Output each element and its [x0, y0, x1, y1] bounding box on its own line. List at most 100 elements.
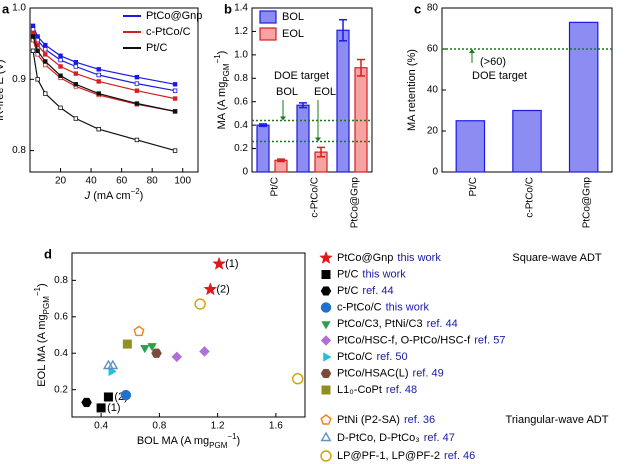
line-series: [32, 50, 176, 152]
error-bar: [317, 146, 325, 158]
panel-label: b: [224, 1, 232, 16]
scatter-point: [103, 392, 113, 402]
y-axis-label-part: ): [36, 283, 48, 287]
legend-source: ref. 49: [413, 367, 444, 379]
scatter-point: [199, 346, 210, 357]
legend-source: ref. 44: [362, 285, 393, 297]
y-tick-label: 0.6: [54, 311, 68, 322]
y-axis-label-part: PGM: [42, 296, 51, 315]
legend-marker: [321, 270, 331, 279]
legend-name: LP@PF-1, LP@PF-2: [337, 450, 440, 462]
x-tick-label: 1.2: [211, 421, 225, 432]
scatter-point: [108, 366, 117, 377]
line-marker: [96, 91, 101, 96]
legend-name: Pt/C: [337, 285, 358, 297]
legend-source: ref. 47: [424, 432, 455, 444]
scatter-point: [122, 339, 132, 349]
line-marker: [172, 88, 178, 93]
scatter-point: [292, 373, 304, 385]
legend-name: PtCo/C3, PtNi/C3: [337, 318, 423, 330]
legend-label: LP@PF-1, LP@PF-2 ref. 46: [337, 450, 475, 462]
y-axis-label-part: ): [216, 51, 228, 55]
x-tick-label: 80: [147, 176, 159, 187]
arrow-head: [469, 49, 475, 53]
bar: [336, 29, 350, 173]
y-tick-label: 0.2: [234, 143, 248, 154]
legend-label: PtCo/C ref. 50: [337, 351, 408, 363]
y-axis-label-part: MA (A mg: [216, 82, 228, 130]
x-axis-label-part: ): [237, 435, 241, 447]
legend-swatch: [259, 27, 277, 41]
legend-marker: [321, 321, 331, 330]
arrow-head: [280, 116, 286, 121]
legend-marker: [320, 450, 332, 462]
y-tick-label: 0.9: [12, 74, 26, 85]
y-tick-label: 80: [427, 3, 439, 14]
legend-marker: [320, 431, 332, 442]
error-bar: [259, 123, 267, 128]
bar: [296, 104, 310, 173]
y-tick-label: 20: [427, 126, 439, 137]
y-axis-label: EOL MA (A mgPGM−1): [33, 283, 51, 386]
x-axis-label-part: PGM: [209, 441, 228, 450]
x-axis-label-part: −2: [131, 187, 141, 196]
line-marker: [134, 101, 140, 106]
legend-name: PtCo/HSC-f, O-PtCo/HSC-f: [337, 334, 471, 346]
legend-name: PtNi (P2-SA): [337, 414, 400, 426]
x-tick-label: 100: [174, 176, 191, 187]
y-tick-label: 0.4: [54, 348, 68, 359]
error-bar: [339, 18, 347, 42]
line-marker: [30, 34, 36, 39]
legend-marker: [320, 286, 332, 296]
legend-label: PtCo/HSAC(L) ref. 49: [337, 367, 444, 379]
line-marker: [172, 109, 178, 114]
y-axis-label-part: PGM: [222, 63, 231, 82]
error-bar: [357, 58, 365, 77]
legend-label: PtCo@Gnp: [146, 10, 202, 22]
arrow-head: [315, 137, 321, 142]
scatter-point: [151, 348, 162, 358]
panel-label: a: [2, 1, 10, 16]
line-marker: [30, 30, 36, 36]
legend-source: this work: [386, 301, 430, 313]
line-marker: [43, 62, 48, 68]
y-tick-label: 1.0: [234, 49, 248, 60]
line-marker: [43, 59, 48, 64]
scatter-point: [107, 359, 119, 370]
scatter-point: [120, 389, 132, 401]
scatter-point: [171, 351, 183, 363]
point-label: (2): [216, 283, 229, 295]
legend-source: ref. 48: [386, 384, 417, 396]
line-marker: [43, 52, 48, 57]
y-tick-label: 60: [427, 44, 439, 55]
plot-frame: [251, 7, 373, 173]
legend-label: c-PtCo/C this work: [337, 301, 430, 313]
legend-marker: [320, 335, 332, 346]
legend-label: PtCo/C3, PtNi/C3 ref. 44: [337, 318, 458, 330]
x-axis-label-part: −1: [227, 432, 237, 441]
legend-name: PtCo/C: [337, 351, 373, 363]
x-axis-label-part: J: [84, 190, 91, 202]
legend-name: L1₀-CoPt: [337, 384, 382, 396]
y-tick-label: 0: [432, 167, 438, 178]
legend-label: BOL: [282, 11, 304, 23]
line-marker: [73, 64, 79, 69]
legend-group-label: Triangular-wave ADT: [506, 414, 609, 426]
x-tick-label: 20: [55, 176, 67, 187]
line-marker: [35, 77, 40, 82]
line-marker: [30, 27, 36, 32]
y-axis-label: iR-free E (V): [0, 59, 6, 120]
line-marker: [96, 79, 101, 84]
legend-source: ref. 50: [376, 351, 407, 363]
x-tick-label: 40: [86, 176, 98, 187]
line-marker: [58, 57, 63, 63]
legend-name: D-PtCo, D-PtCo₃: [337, 432, 420, 444]
line-marker: [58, 64, 63, 69]
legend-label: PtCo/HSC-f, O-PtCo/HSC-f ref. 57: [337, 334, 505, 346]
x-tick-label: PtCo@Gnp: [350, 177, 361, 229]
line-marker: [172, 96, 178, 101]
bar: [455, 120, 486, 173]
y-axis-label: MA retention (%): [406, 49, 418, 131]
y-axis-label-part: −1: [213, 54, 222, 64]
